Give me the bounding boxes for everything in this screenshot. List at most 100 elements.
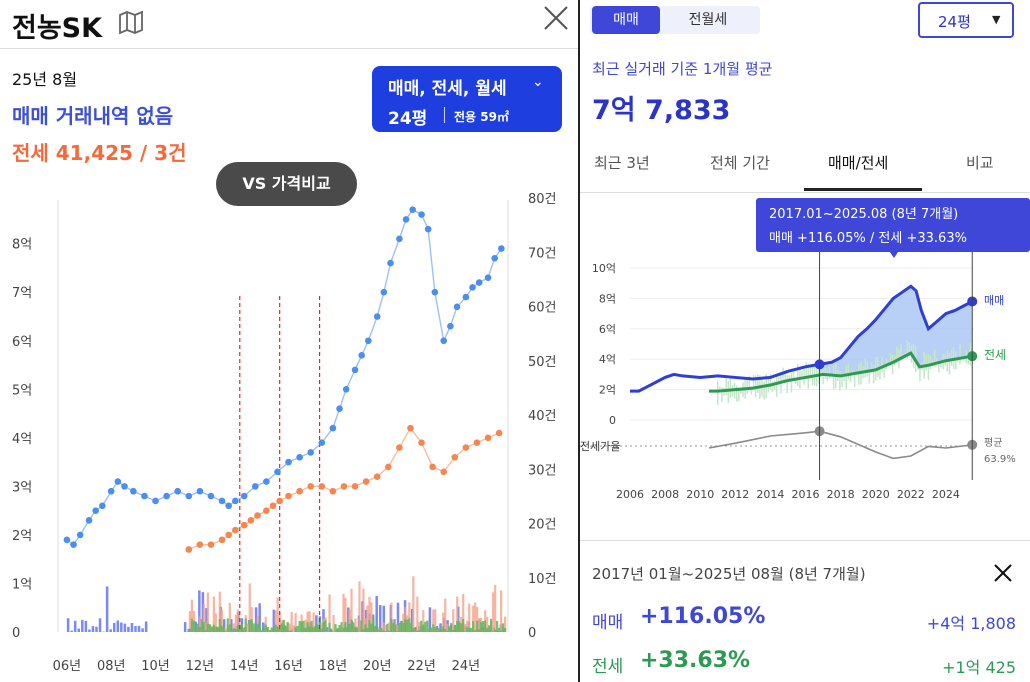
tab-all-period[interactable]: 전체 기간: [710, 154, 770, 172]
rent-volume-bar: [374, 625, 377, 632]
close-icon[interactable]: [992, 562, 1014, 584]
jeonse-price-point: [218, 536, 226, 544]
rent-volume-bar: [220, 625, 223, 632]
jeonse-volume-bar: [384, 624, 387, 632]
jeonse-volume-bar: [418, 622, 421, 632]
rent-volume-bar: [390, 618, 393, 632]
y-left-tick-label: 2억: [12, 529, 32, 544]
jeonse-volume-bar: [246, 623, 249, 632]
jeonse-price-point: [269, 502, 277, 510]
rent-volume-bar: [394, 624, 397, 632]
jeonse-price-point: [429, 463, 436, 471]
sale-volume-bar: [137, 625, 141, 632]
jeonse-price-point: [285, 492, 292, 500]
jeonse-volume-bar: [248, 583, 251, 632]
rent-volume-bar: [472, 621, 475, 632]
sale-price-point: [351, 366, 359, 374]
sale-volume-bar: [258, 603, 261, 632]
rent-volume-bar: [368, 620, 371, 632]
range-tooltip: 2017.01~2025.08 (8년 7개월) 매매 +116.05% / 전세…: [756, 198, 1030, 258]
y-right-tick-label: 30건: [528, 463, 557, 478]
rent-volume-bar: [456, 620, 459, 632]
avg-value: 7억 7,833: [592, 95, 731, 126]
x-tick-label: 22년: [407, 659, 436, 674]
rent-volume-bar: [448, 626, 451, 632]
rent-volume-bar: [412, 628, 415, 632]
jeonse-price-point: [373, 473, 381, 480]
sale-jeonse-chart[interactable]: 0 2억 4억 6억 8억 10억 2006 2008 2010 2012 2014 2016 2018…: [580, 192, 1030, 512]
rent-volume-bar: [218, 619, 221, 632]
jeonse-price-point: [225, 531, 232, 539]
period-tabs: 최근 3년 전체 기간 매매/전세 비교: [580, 140, 1030, 193]
sale-volume-bar: [66, 618, 70, 632]
y-tick-label: 6억: [599, 323, 616, 336]
tab-sale[interactable]: 매매: [592, 6, 660, 34]
rent-volume-bar: [504, 628, 507, 632]
jeonse-price-point: [240, 521, 248, 529]
sale-price-point: [141, 492, 148, 500]
rent-volume-bar: [420, 620, 423, 632]
jeonse-volume-bar: [320, 623, 323, 632]
size-select[interactable]: 24평 ▼: [918, 2, 1014, 38]
sale-price-point: [402, 216, 410, 223]
rent-volume-bar: [466, 627, 469, 632]
rent-volume-bar: [194, 629, 197, 632]
tab-compare[interactable]: 비교: [966, 154, 994, 172]
tab-recent-3y[interactable]: 최근 3년: [594, 154, 650, 172]
jeonse-price-point: [484, 434, 492, 442]
jeonse-volume-bar: [504, 616, 507, 632]
sale-price-line: [66, 208, 502, 546]
jeonse-price-point: [340, 483, 348, 490]
sale-price-point: [285, 458, 292, 466]
x-tick-label: 2014: [756, 488, 784, 501]
rent-volume-bar: [278, 628, 281, 632]
sale-price-point: [85, 517, 93, 524]
rent-volume-bar: [422, 624, 425, 632]
sale-volume-bar: [88, 629, 91, 632]
jeonse-volume-bar: [486, 616, 489, 632]
ratio-series-label: 전세가율: [580, 440, 620, 453]
rent-volume-bar: [376, 626, 379, 632]
x-tick-label: 2012: [721, 488, 749, 501]
y-tick-label: 4억: [599, 353, 616, 366]
rent-volume-bar: [418, 630, 421, 632]
jeonse-volume-bar: [388, 622, 391, 632]
price-history-chart[interactable]: 0 1억 2억 3억 4억 5억 6억 7억 8억 0 10건 20건 30건 40건 50건 60건 70건 8…: [0, 180, 578, 682]
map-icon[interactable]: [118, 9, 144, 35]
rent-volume-bar: [426, 620, 429, 632]
compare-button[interactable]: VS 가격비교: [216, 162, 357, 206]
sale-price-point: [232, 497, 239, 505]
sale-price-point: [130, 487, 137, 495]
sale-volume-bar: [130, 622, 134, 632]
jeonse-volume-bar: [478, 618, 481, 632]
rent-volume-bar: [216, 626, 219, 632]
sale-price-point: [440, 337, 448, 345]
rent-volume-bar: [228, 624, 231, 632]
jeonse-volume-bar: [500, 590, 503, 632]
x-tick-label: 18년: [319, 659, 348, 674]
sale-price-point: [225, 502, 232, 510]
sale-price-point: [274, 468, 281, 476]
x-tick-label: 06년: [53, 659, 82, 674]
rent-volume-bar: [348, 623, 351, 632]
y-right-tick-label: 60건: [528, 301, 557, 316]
sale-price-point: [498, 245, 505, 252]
jeonse-price-point: [329, 487, 337, 495]
rent-volume-bar: [370, 623, 373, 632]
date-label: 25년 8월: [12, 70, 78, 89]
x-tick-label: 14년: [230, 659, 259, 674]
jeonse-row-label: 전세: [592, 657, 624, 677]
tab-rent[interactable]: 전월세: [688, 12, 728, 28]
selector-separator: [444, 107, 445, 123]
y-left-tick-label: 0: [12, 626, 20, 641]
jeonse-volume-bar: [494, 584, 497, 632]
close-icon[interactable]: [540, 2, 572, 34]
sale-price-point: [70, 541, 77, 548]
tab-sale-jeonse[interactable]: 매매/전세: [828, 154, 889, 172]
sale-price-point: [484, 274, 492, 281]
rent-volume-bar: [490, 618, 493, 632]
sale-volume-bar: [141, 628, 144, 632]
rent-volume-bar: [356, 627, 359, 632]
trade-type-selector[interactable]: 매매, 전세, 월세 ⌄ 24평 전용 59㎡: [372, 66, 562, 132]
sale-price-point: [475, 279, 483, 286]
